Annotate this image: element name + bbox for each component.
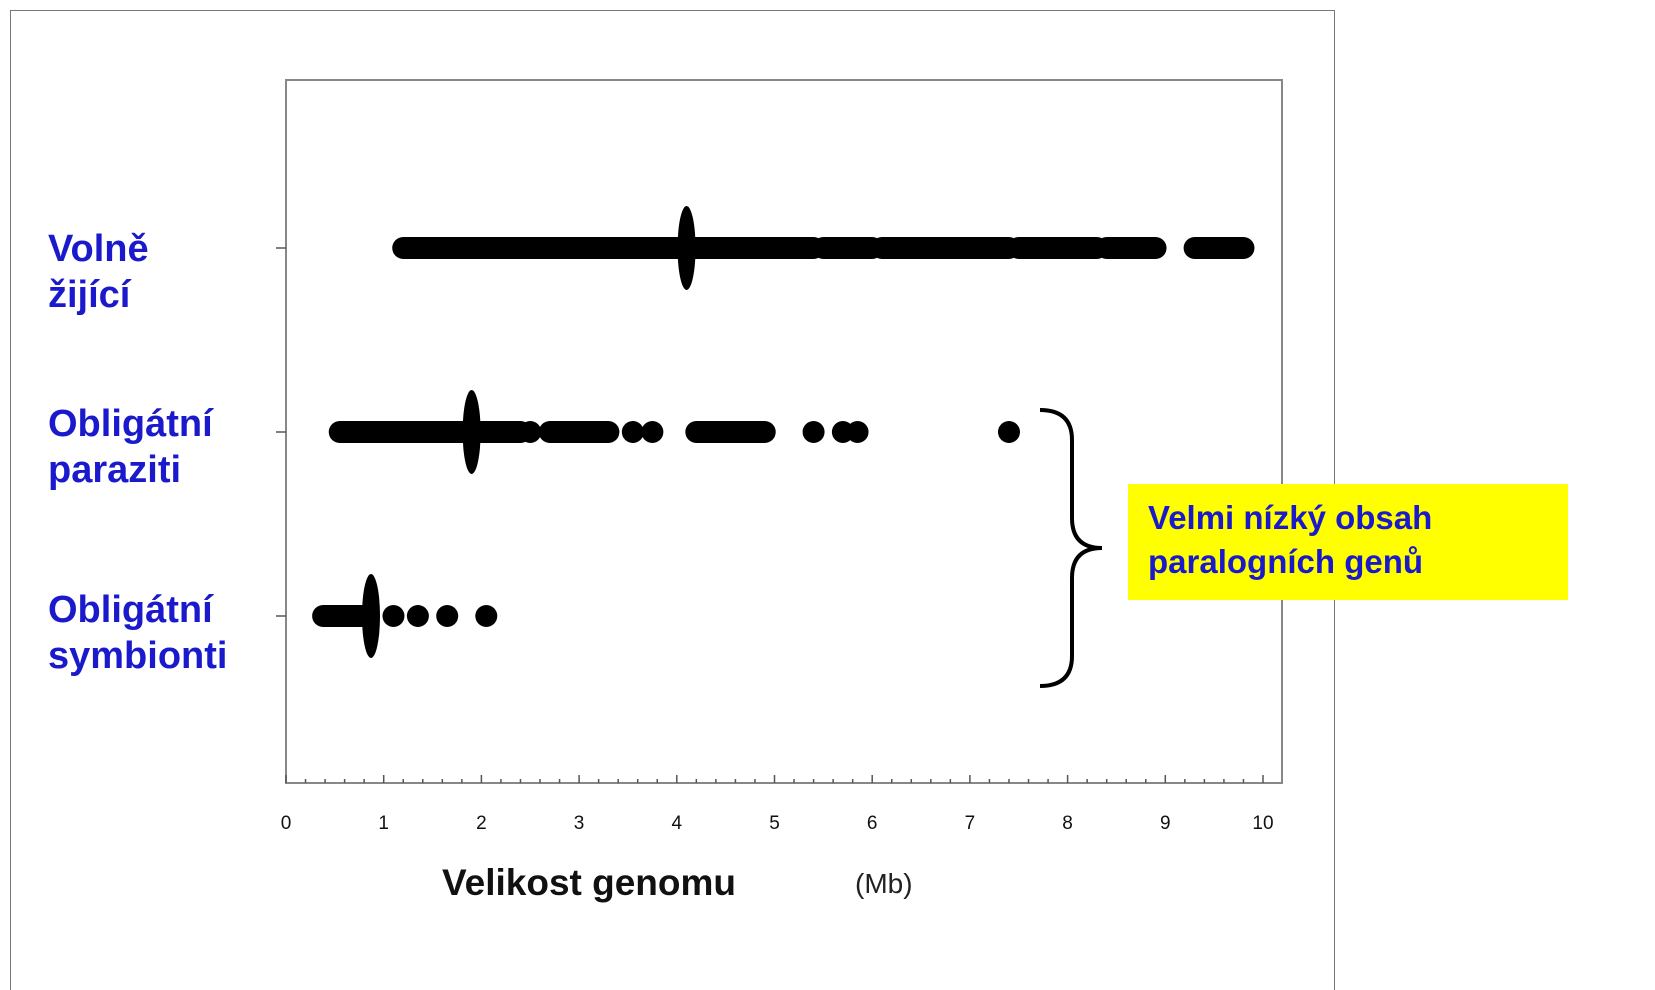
median-marker: [361, 574, 380, 658]
highlight-note: Velmi nízký obsah paralogních genů: [1128, 484, 1568, 600]
data-point: [621, 421, 644, 443]
x-tick-label: 0: [281, 813, 292, 834]
curly-brace: [1039, 408, 1103, 688]
category-label-line: paraziti: [48, 449, 182, 491]
dense-point-run: [538, 421, 620, 443]
category-label-parasites: Obligátní paraziti: [48, 401, 288, 493]
dense-point-run: [392, 237, 825, 259]
dense-point-run: [1007, 237, 1108, 259]
x-axis-title: Velikost genomu: [442, 862, 737, 903]
data-point: [382, 605, 405, 627]
x-tick-label: 10: [1252, 813, 1273, 834]
data-point: [641, 421, 664, 443]
x-axis: 0 1 2 3 4 5 6 7 8 9 10: [276, 247, 1274, 834]
dense-point-run: [328, 421, 532, 443]
data-point: [846, 421, 869, 443]
dense-point-run: [870, 237, 1020, 259]
median-marker: [462, 390, 481, 474]
category-label-symbionts: Obligátní symbionti: [48, 587, 288, 679]
data-point: [802, 421, 825, 443]
dense-point-run: [1183, 237, 1255, 259]
category-label-line: žijící: [48, 274, 131, 316]
x-tick-label: 7: [965, 813, 976, 834]
data-point: [475, 605, 498, 627]
x-tick-label: 8: [1062, 813, 1073, 834]
dense-point-run: [812, 237, 884, 259]
category-label-free-living: Volně žijící: [48, 226, 288, 318]
note-line: Velmi nízký obsah: [1148, 499, 1433, 536]
x-tick-label: 1: [378, 813, 389, 834]
chart-marks: [312, 206, 1255, 658]
category-label-line: Obligátní: [48, 403, 213, 445]
median-marker: [677, 206, 696, 290]
x-axis-unit: (Mb): [855, 868, 913, 899]
category-label-line: Obligátní: [48, 589, 213, 631]
data-point: [519, 421, 542, 443]
x-tick-label: 6: [867, 813, 878, 834]
x-tick-label: 9: [1160, 813, 1171, 834]
data-point: [406, 605, 429, 627]
data-point: [997, 421, 1020, 443]
note-line: paralogních genů: [1148, 543, 1424, 580]
data-point: [436, 605, 459, 627]
category-label-line: symbionti: [48, 635, 228, 677]
dense-point-run: [1095, 237, 1167, 259]
dense-point-run: [685, 421, 776, 443]
category-label-line: Volně: [48, 228, 149, 270]
x-tick-label: 2: [476, 813, 487, 834]
x-tick-label: 5: [769, 813, 780, 834]
x-tick-label: 4: [672, 813, 683, 834]
x-tick-label: 3: [574, 813, 585, 834]
